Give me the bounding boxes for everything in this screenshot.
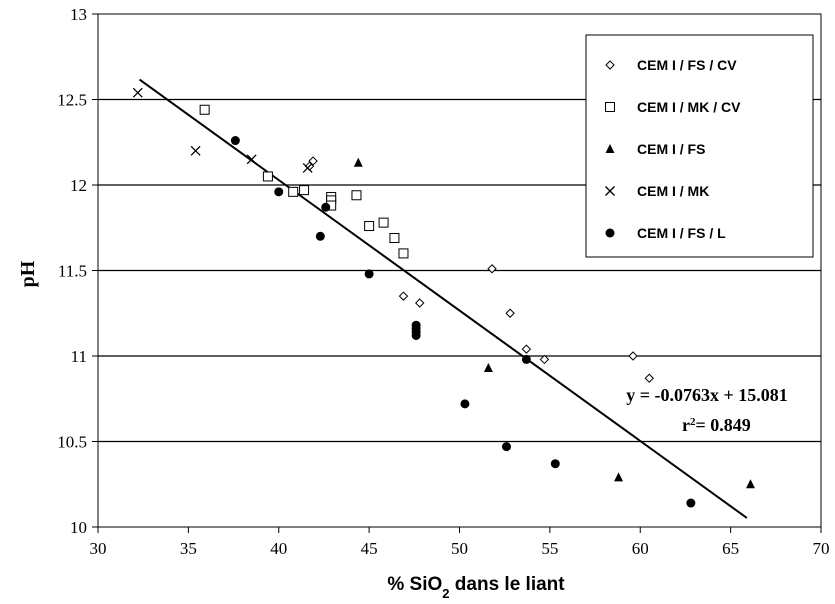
legend-marker bbox=[605, 102, 615, 112]
x-axis-label-main: % SiO bbox=[387, 574, 442, 595]
data-point bbox=[521, 354, 531, 364]
legend-label: CEM I / FS bbox=[637, 141, 705, 157]
data-point bbox=[550, 459, 560, 469]
data-point bbox=[415, 298, 425, 308]
y-tick-label: 12.5 bbox=[57, 91, 87, 110]
x-tick-label: 45 bbox=[361, 539, 378, 558]
x-axis-label-subscript: 2 bbox=[442, 586, 449, 601]
series-1 bbox=[199, 104, 409, 259]
legend-label: CEM I / FS / CV bbox=[637, 57, 737, 73]
data-points bbox=[132, 87, 756, 508]
y-tick-label: 11 bbox=[71, 347, 87, 366]
series-2 bbox=[353, 157, 756, 489]
y-tick-label: 10 bbox=[70, 518, 87, 537]
data-point bbox=[308, 156, 318, 166]
r-squared-sup: 2 bbox=[690, 416, 696, 428]
y-tick-label: 10.5 bbox=[57, 433, 87, 452]
data-point bbox=[302, 162, 313, 173]
x-tick-label: 50 bbox=[451, 539, 468, 558]
data-point bbox=[274, 187, 284, 197]
legend-box bbox=[585, 34, 814, 258]
y-tick-label: 12 bbox=[70, 176, 87, 195]
y-axis-ticks: 10 10.5 11 11.5 12 12.5 13 bbox=[57, 5, 98, 537]
legend-marker bbox=[605, 144, 615, 153]
legend-marker bbox=[605, 186, 615, 196]
data-point bbox=[398, 291, 409, 301]
data-point bbox=[230, 136, 240, 146]
data-point bbox=[411, 330, 421, 340]
data-point bbox=[190, 145, 201, 156]
data-point bbox=[351, 190, 362, 201]
data-point bbox=[353, 157, 363, 167]
legend-marker bbox=[605, 60, 615, 70]
legend: CEM I / FS / CV CEM I / MK / CV CEM I / FS… bbox=[585, 34, 814, 258]
data-point bbox=[364, 269, 374, 279]
x-tick-label: 60 bbox=[632, 539, 649, 558]
trendline-equation: y = -0.0763x + 15.081 bbox=[626, 385, 788, 405]
data-point bbox=[644, 373, 654, 383]
y-tick-label: 11.5 bbox=[58, 262, 87, 281]
data-point bbox=[483, 362, 493, 372]
data-point bbox=[321, 202, 331, 212]
legend-label: CEM I / MK bbox=[637, 183, 709, 199]
x-tick-label: 70 bbox=[813, 539, 830, 558]
data-point bbox=[364, 221, 375, 232]
x-axis-ticks: 30 35 40 45 50 55 60 65 70 bbox=[90, 527, 830, 558]
data-point bbox=[288, 186, 299, 197]
data-point bbox=[389, 233, 400, 244]
data-point bbox=[686, 498, 696, 508]
data-point bbox=[628, 351, 638, 361]
data-point bbox=[398, 248, 409, 259]
legend-label: CEM I / MK / CV bbox=[637, 99, 741, 115]
series-4 bbox=[230, 136, 696, 508]
data-point bbox=[246, 154, 257, 165]
legend-marker bbox=[605, 228, 615, 238]
x-axis-label-rest: dans le liant bbox=[450, 574, 566, 595]
data-point bbox=[501, 442, 511, 452]
data-point bbox=[539, 354, 550, 365]
x-tick-label: 65 bbox=[722, 539, 739, 558]
trend-line bbox=[138, 78, 748, 519]
x-tick-label: 40 bbox=[270, 539, 287, 558]
legend-label: CEM I / FS / L bbox=[637, 225, 726, 241]
x-axis-label: % SiO2 dans le liant bbox=[387, 574, 565, 601]
y-axis-label: pH bbox=[17, 260, 39, 287]
data-point bbox=[315, 231, 325, 241]
x-tick-label: 35 bbox=[180, 539, 197, 558]
data-point bbox=[378, 217, 389, 228]
data-point bbox=[132, 87, 143, 98]
series-3 bbox=[132, 87, 313, 173]
data-point bbox=[746, 479, 756, 489]
data-point bbox=[614, 472, 624, 482]
data-point bbox=[460, 399, 470, 409]
data-point bbox=[262, 171, 273, 182]
r-squared-r: r bbox=[682, 415, 690, 435]
data-point bbox=[487, 264, 497, 274]
x-tick-label: 55 bbox=[541, 539, 558, 558]
x-tick-label: 30 bbox=[90, 539, 107, 558]
data-point bbox=[299, 185, 310, 196]
data-point bbox=[505, 308, 515, 318]
y-tick-label: 13 bbox=[70, 5, 87, 24]
r-squared-annotation: r2= 0.849 bbox=[682, 415, 751, 435]
r-squared-value: = 0.849 bbox=[696, 415, 751, 435]
data-point bbox=[521, 344, 532, 354]
data-point bbox=[199, 104, 210, 115]
